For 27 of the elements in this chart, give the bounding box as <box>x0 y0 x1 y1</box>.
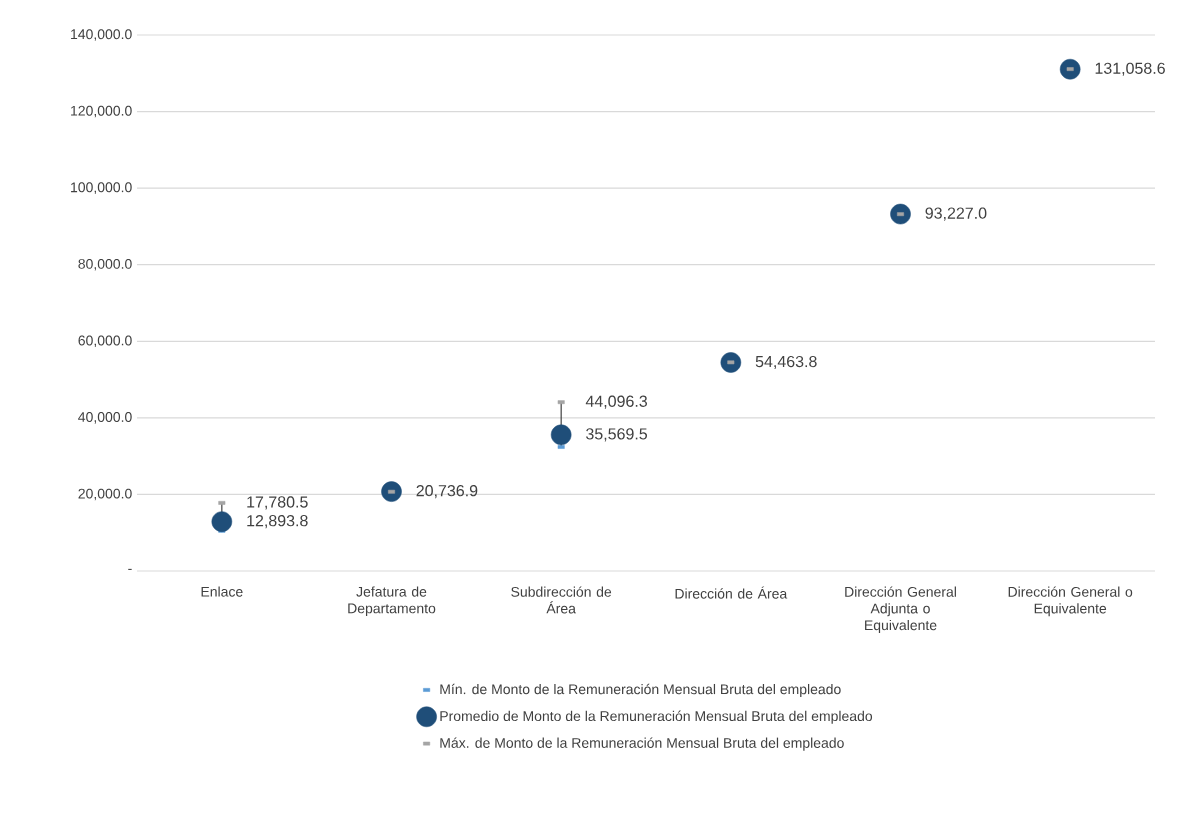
y-tick-label: - <box>128 568 132 570</box>
x-tick-label: Enlace <box>201 586 243 597</box>
y-tick-label: 20,000.0 <box>78 488 132 501</box>
y-tick-label: 120,000.0 <box>71 105 132 118</box>
legend-label: Mín. de Monto de la Remuneración Mensual Bruta del empleado <box>440 683 841 698</box>
data-label: 54,463.8 <box>755 355 817 370</box>
data-label: 20,736.9 <box>416 485 478 499</box>
data-label: 12,893.8 <box>247 515 308 529</box>
y-tick-label: 140,000.0 <box>71 29 132 41</box>
data-label: 131,058.6 <box>1095 62 1165 76</box>
x-tick-label: Subdirección de Área <box>511 586 612 614</box>
x-tick-label: Dirección General Adjunta o Equivalente <box>845 586 956 633</box>
x-tick-label: Dirección de Área <box>675 586 788 599</box>
point <box>211 511 233 532</box>
x-tick-label: Jefatura de Departamento <box>348 586 436 617</box>
y-tick-label: 100,000.0 <box>71 182 132 194</box>
legend-label: Máx. de Monto de la Remuneración Mensual Bruta del empleado <box>440 737 844 751</box>
y-tick-label: 40,000.0 <box>78 412 132 424</box>
data-label: 35,569.5 <box>586 428 648 442</box>
point <box>550 424 572 446</box>
legend-label: Promedio de Monto de la Remuneración Mensual Bruta del empleado <box>440 710 873 724</box>
y-tick-label: 80,000.0 <box>78 258 132 271</box>
data-label: 17,780.5 <box>247 496 308 510</box>
y-tick-label: 60,000.0 <box>78 335 132 348</box>
data-label: 93,227.0 <box>925 207 987 221</box>
data-label: 44,096.3 <box>585 395 648 409</box>
x-tick-label: Dirección General o Equivalente <box>1008 586 1133 617</box>
